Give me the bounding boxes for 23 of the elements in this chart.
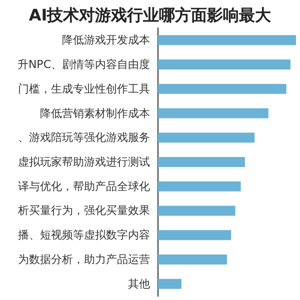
bar <box>158 254 227 264</box>
y-tick-label: 降低营销素材制作成本 <box>40 106 150 120</box>
y-tick-label: 译与优化，帮助产品全球化 <box>18 180 150 193</box>
bar <box>158 108 268 118</box>
bar <box>158 230 232 240</box>
bar <box>158 35 296 46</box>
y-tick-label: 降低游戏开发成本 <box>62 34 150 47</box>
bar <box>158 84 286 94</box>
bar <box>158 206 236 216</box>
y-tick-label: 虚拟玩家帮助游戏进行测试 <box>18 156 150 168</box>
y-tick-label: 为数据分析，助力产品运营 <box>18 252 150 266</box>
y-tick-label: 其他 <box>128 277 150 290</box>
y-tick-label: 门槛，生成专业性创作工具 <box>18 82 150 96</box>
bar <box>158 157 245 167</box>
y-tick-label: 、游戏陪玩等强化游戏服务 <box>18 131 150 144</box>
y-tick-label: 升NPC、剧情等内容自由度 <box>17 58 150 72</box>
bar <box>158 278 182 289</box>
chart-title: AI技术对游戏行业哪方面影响最大 <box>28 6 272 24</box>
bar <box>158 132 255 143</box>
bar <box>158 60 290 70</box>
y-tick-label: 析买量行为，强化买量效果 <box>17 204 150 218</box>
bar <box>158 181 241 192</box>
y-tick-label: 播、短视频等虚拟数字内容 <box>18 228 150 242</box>
